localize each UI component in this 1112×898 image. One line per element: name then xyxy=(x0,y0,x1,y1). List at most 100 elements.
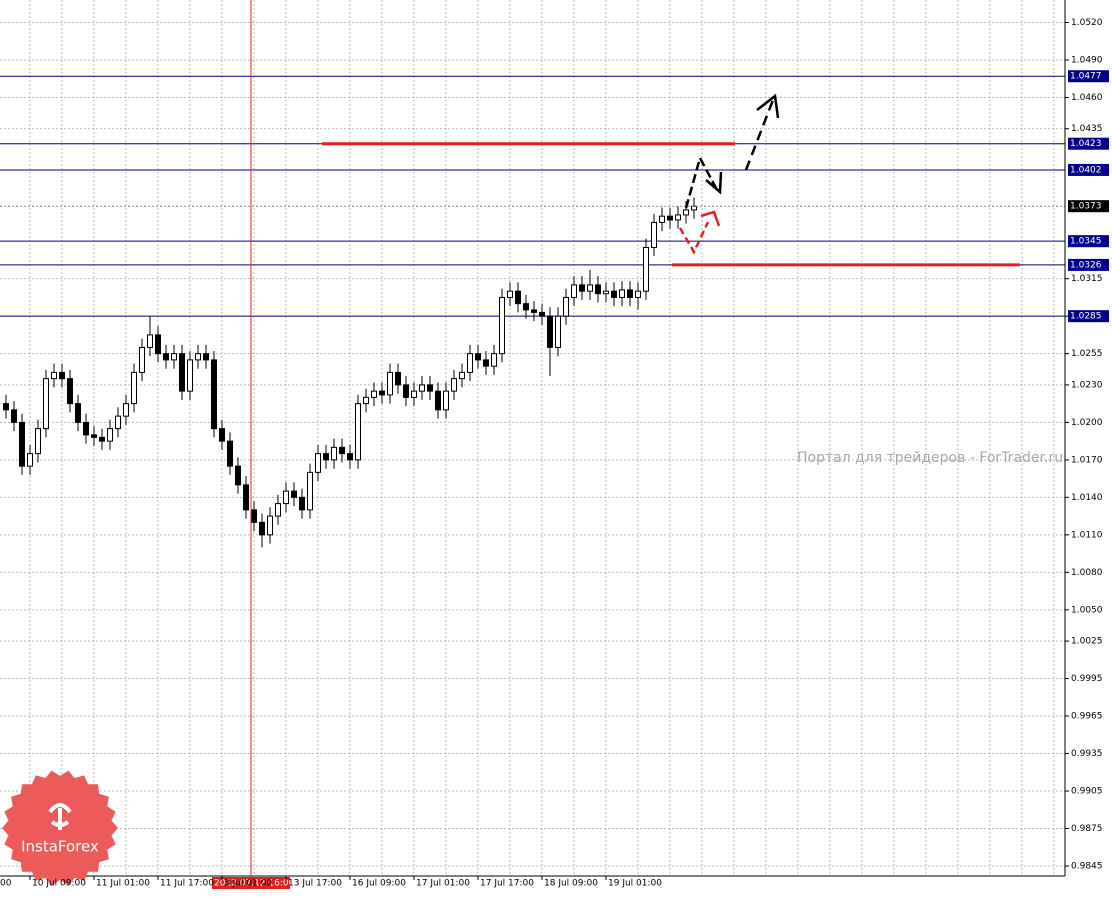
candle-body xyxy=(83,421,89,436)
forecast-path-red xyxy=(678,221,710,255)
x-tick-label: 18 Jul 09:00 xyxy=(544,879,598,889)
candle-body xyxy=(435,390,441,411)
current-price-box xyxy=(1068,200,1109,213)
candle-body xyxy=(51,371,57,380)
candle-body xyxy=(635,290,641,298)
level-label-box xyxy=(1068,163,1109,176)
candle-body xyxy=(595,284,601,295)
candle-body xyxy=(91,434,97,438)
y-tick-label: 1.0050 xyxy=(1071,605,1103,615)
candle-body xyxy=(571,284,577,298)
x-tick-label: 11 Jul 01:00 xyxy=(96,879,150,889)
candle-body xyxy=(219,428,225,442)
y-tick-label: 0.9935 xyxy=(1071,749,1103,759)
y-tick-label: 1.0520 xyxy=(1071,18,1103,28)
y-tick-label: 1.0140 xyxy=(1071,493,1103,503)
candle-body xyxy=(643,246,649,292)
candle-body xyxy=(283,490,289,505)
x-tick-label: 11 Jul 17:00 xyxy=(160,879,214,889)
candle-body xyxy=(499,296,505,355)
candle-body xyxy=(75,403,81,423)
level-label-box xyxy=(1068,235,1109,248)
candle-body xyxy=(363,396,369,405)
candle-body xyxy=(603,290,609,295)
y-tick-label: 1.0200 xyxy=(1071,418,1103,428)
level-label-box xyxy=(1068,310,1109,323)
candle-body xyxy=(587,284,593,292)
candle-body xyxy=(459,371,465,380)
candle-body xyxy=(163,353,169,361)
candle-body xyxy=(523,303,529,311)
y-tick-label: 0.9905 xyxy=(1071,787,1103,797)
candle-body xyxy=(195,353,201,361)
candle-body xyxy=(547,315,553,348)
plot-layer xyxy=(0,75,1065,548)
candle-body xyxy=(27,453,33,467)
candle-body xyxy=(43,378,49,430)
x-tick-label: 10 Jul 09:00 xyxy=(32,879,86,889)
y-tick-label: 1.0230 xyxy=(1071,380,1103,390)
candle-body xyxy=(3,403,9,411)
candle-body xyxy=(275,503,281,517)
candle-body xyxy=(667,215,673,221)
candle-body xyxy=(203,353,209,361)
candle-body xyxy=(515,290,521,305)
y-tick-label: 1.0110 xyxy=(1071,530,1103,540)
candle-body xyxy=(611,290,617,298)
candle-body xyxy=(411,390,417,398)
candle-body xyxy=(299,496,305,511)
y-tick-label: 0.9965 xyxy=(1071,712,1103,722)
candle-body xyxy=(467,353,473,373)
candle-body xyxy=(307,471,313,511)
candle-body xyxy=(475,353,481,361)
candle-body xyxy=(379,390,385,396)
candle-body xyxy=(419,384,425,392)
arrowhead-black xyxy=(705,171,723,195)
candle-body xyxy=(123,403,129,417)
level-label: 1.0285 xyxy=(1070,312,1102,322)
candle-body xyxy=(579,284,585,292)
candle-body xyxy=(147,334,153,348)
candle-body xyxy=(531,309,537,313)
candle-body xyxy=(243,484,249,511)
candle-body xyxy=(67,378,73,405)
cursor-label: 2012.07.12 16:00 xyxy=(214,879,295,889)
forecast-path-black-2 xyxy=(744,99,775,171)
logo-icon xyxy=(48,803,72,830)
candle-body xyxy=(651,221,657,248)
forecast-path-black xyxy=(684,154,718,209)
candle-body xyxy=(235,465,241,486)
level-label-box xyxy=(1068,258,1109,271)
x-tick-label: 3 Jul 01:00 xyxy=(224,879,273,889)
y-tick-label: 1.0255 xyxy=(1071,349,1103,359)
y-tick-label: 1.0490 xyxy=(1071,55,1103,65)
y-tick-label: 1.0460 xyxy=(1071,93,1103,103)
candle-body xyxy=(131,371,137,405)
logo: InstaForex xyxy=(2,770,118,886)
y-tick-label: 1.0025 xyxy=(1071,637,1103,647)
candle-body xyxy=(315,453,321,473)
x-tick-label: 16 Jul 09:00 xyxy=(352,879,406,889)
cursor-label-box xyxy=(212,877,290,889)
y-tick-label: 0.9995 xyxy=(1071,674,1103,684)
level-label: 1.0477 xyxy=(1070,72,1102,82)
candle-body xyxy=(539,311,545,317)
candle-body xyxy=(187,359,193,392)
candle-body xyxy=(179,353,185,392)
candle-body xyxy=(507,290,513,298)
x-tick-label: 19 Jul 01:00 xyxy=(608,879,662,889)
candle-body xyxy=(483,359,489,367)
candle-body xyxy=(563,296,569,317)
candle-body xyxy=(267,515,273,536)
candle-body xyxy=(403,384,409,398)
candle-body xyxy=(387,371,393,396)
candle-body xyxy=(11,409,17,423)
candle-body xyxy=(339,446,345,455)
candle-body xyxy=(619,289,625,298)
candle-body xyxy=(491,353,497,367)
y-tick-label: 0.9875 xyxy=(1071,824,1103,834)
x-tick-label: 13 Jul 17:00 xyxy=(288,879,342,889)
